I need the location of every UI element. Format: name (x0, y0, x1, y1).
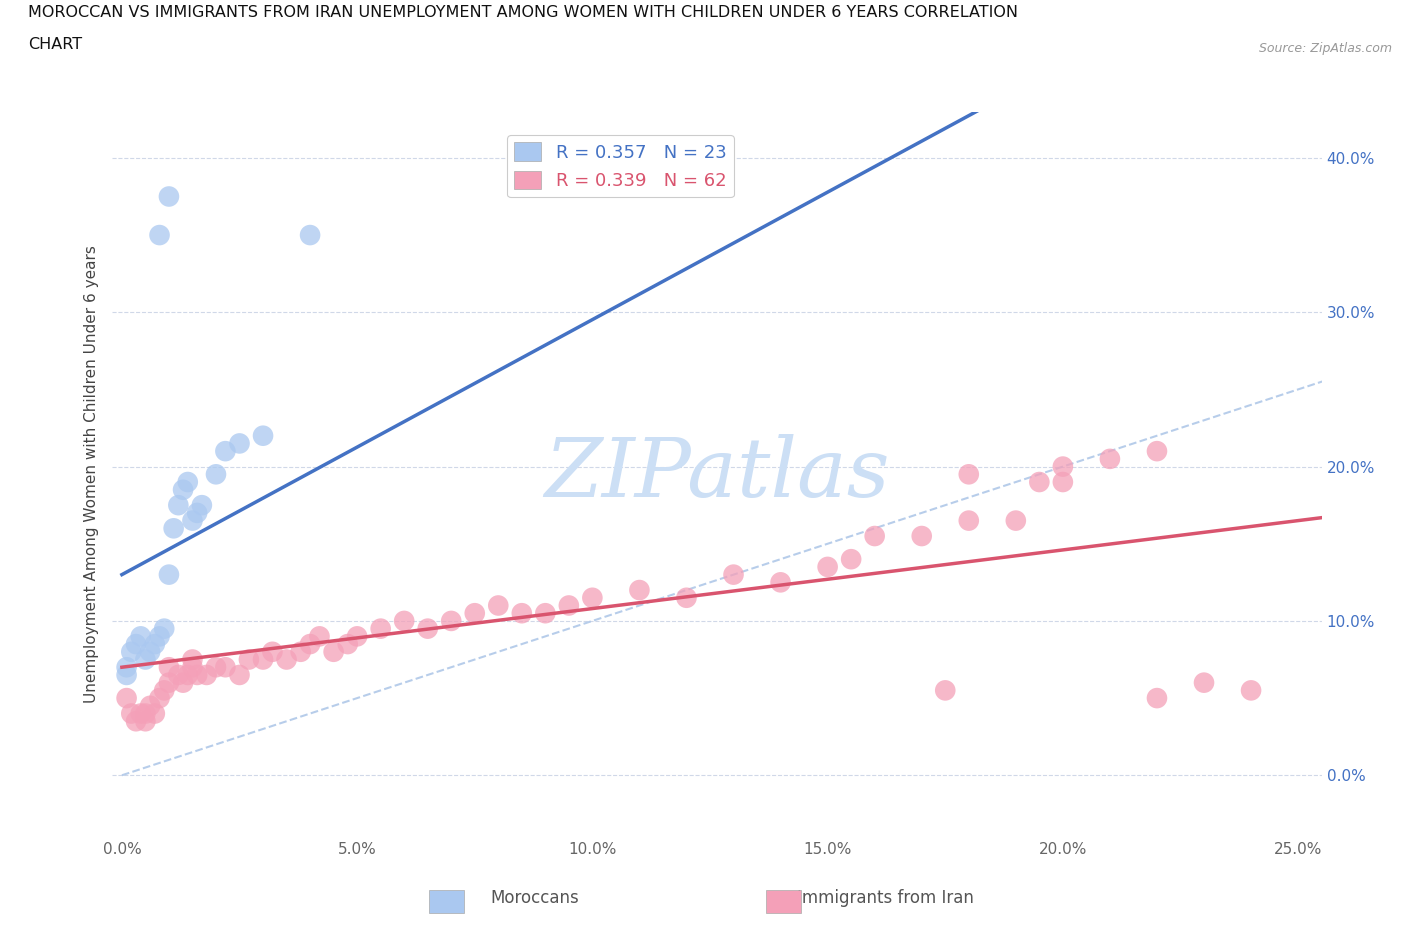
Point (1192, 675, 1215, 690)
Point (214, 444, 236, 458)
Point (628, 582, 651, 597)
Point (134, 706, 156, 721)
Point (934, 683, 956, 698)
Point (1028, 474, 1050, 489)
Point (252, 652, 274, 667)
Point (534, 605, 557, 620)
Point (276, 652, 298, 667)
Text: CHART: CHART (28, 37, 82, 52)
Point (416, 621, 439, 636)
Point (167, 498, 190, 512)
Text: Moroccans: Moroccans (489, 889, 579, 907)
Point (440, 614, 463, 629)
Point (839, 551, 862, 566)
Point (167, 668, 190, 683)
Point (1146, 691, 1168, 706)
Point (181, 652, 204, 667)
Point (1146, 444, 1168, 458)
Point (115, 668, 138, 683)
Point (911, 528, 934, 543)
Point (181, 513, 204, 528)
Point (120, 706, 142, 721)
Point (177, 474, 200, 489)
Point (957, 513, 980, 528)
Point (1240, 683, 1263, 698)
Point (125, 714, 148, 729)
Point (186, 668, 208, 683)
Point (139, 698, 162, 713)
Point (322, 644, 344, 659)
Point (157, 675, 180, 690)
Point (228, 436, 250, 451)
Point (262, 644, 284, 659)
Point (238, 652, 260, 667)
Point (205, 467, 228, 482)
Point (134, 652, 156, 667)
Point (1052, 474, 1074, 489)
Point (143, 706, 166, 721)
Text: ZIPatlas: ZIPatlas (544, 434, 890, 514)
Point (817, 560, 839, 575)
Point (769, 575, 792, 590)
Point (191, 498, 214, 512)
Point (299, 637, 322, 652)
Point (143, 637, 166, 652)
Point (957, 467, 980, 482)
Point (153, 621, 176, 636)
Point (181, 659, 204, 674)
Point (115, 659, 138, 674)
Point (172, 483, 194, 498)
Point (290, 644, 312, 659)
Point (120, 644, 142, 659)
Point (252, 429, 274, 444)
Point (370, 621, 392, 636)
Point (139, 644, 162, 659)
Point (195, 668, 218, 683)
Point (392, 614, 415, 629)
Point (1004, 513, 1026, 528)
Point (177, 668, 200, 683)
Point (125, 637, 148, 652)
Point (863, 528, 886, 543)
Point (214, 659, 236, 674)
Point (581, 591, 603, 605)
Point (228, 668, 250, 683)
Text: Source: ZipAtlas.com: Source: ZipAtlas.com (1258, 42, 1392, 55)
Point (486, 598, 509, 613)
Point (157, 189, 180, 204)
Point (115, 691, 138, 706)
Point (346, 629, 368, 644)
Point (299, 228, 322, 243)
Point (163, 521, 186, 536)
Point (172, 675, 194, 690)
Text: MOROCCAN VS IMMIGRANTS FROM IRAN UNEMPLOYMENT AMONG WOMEN WITH CHILDREN UNDER 6 : MOROCCAN VS IMMIGRANTS FROM IRAN UNEMPLO… (28, 5, 1018, 20)
Point (148, 228, 170, 243)
Point (675, 591, 697, 605)
Point (157, 567, 180, 582)
Point (464, 605, 486, 620)
Point (1098, 451, 1121, 466)
Point (129, 629, 152, 644)
Point (129, 706, 152, 721)
Point (308, 629, 330, 644)
Point (205, 659, 228, 674)
Text: Immigrants from Iran: Immigrants from Iran (797, 889, 974, 907)
Point (723, 567, 745, 582)
Point (336, 637, 359, 652)
Point (148, 629, 170, 644)
Y-axis label: Unemployment Among Women with Children Under 6 years: Unemployment Among Women with Children U… (84, 246, 100, 703)
Point (157, 659, 180, 674)
Point (558, 598, 581, 613)
Legend: R = 0.357   N = 23, R = 0.339   N = 62: R = 0.357 N = 23, R = 0.339 N = 62 (508, 135, 734, 197)
Point (510, 605, 533, 620)
Point (186, 505, 208, 520)
Point (134, 714, 156, 729)
Point (1052, 459, 1074, 474)
Point (153, 683, 176, 698)
Point (148, 691, 170, 706)
